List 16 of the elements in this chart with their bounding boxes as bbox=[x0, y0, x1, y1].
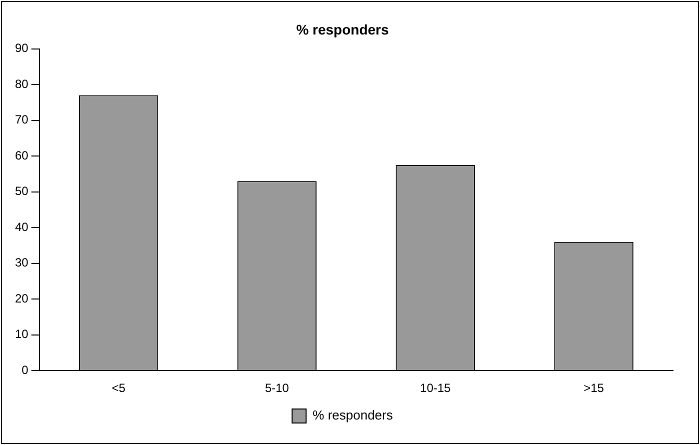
x-tick-label: >15 bbox=[584, 381, 604, 396]
y-tick-label: 20 bbox=[14, 291, 29, 306]
y-tick-label: 40 bbox=[14, 220, 29, 234]
y-tick-label: 80 bbox=[14, 76, 29, 91]
y-tick-label: 70 bbox=[14, 112, 29, 127]
y-tick-label: 60 bbox=[14, 148, 29, 162]
y-tick-label: 90 bbox=[14, 41, 29, 56]
x-tick-label: 5-10 bbox=[264, 381, 290, 396]
y-tick-label: 10 bbox=[14, 327, 29, 342]
y-tick-label: 30 bbox=[14, 256, 29, 270]
y-tick-label: 0 bbox=[22, 362, 29, 377]
legend-label: % responders bbox=[312, 408, 394, 423]
y-tick-label: 50 bbox=[14, 184, 29, 198]
x-tick-label: 10-15 bbox=[420, 381, 452, 396]
x-tick-label: <5 bbox=[112, 381, 126, 396]
chart-title: % responders bbox=[296, 21, 390, 38]
